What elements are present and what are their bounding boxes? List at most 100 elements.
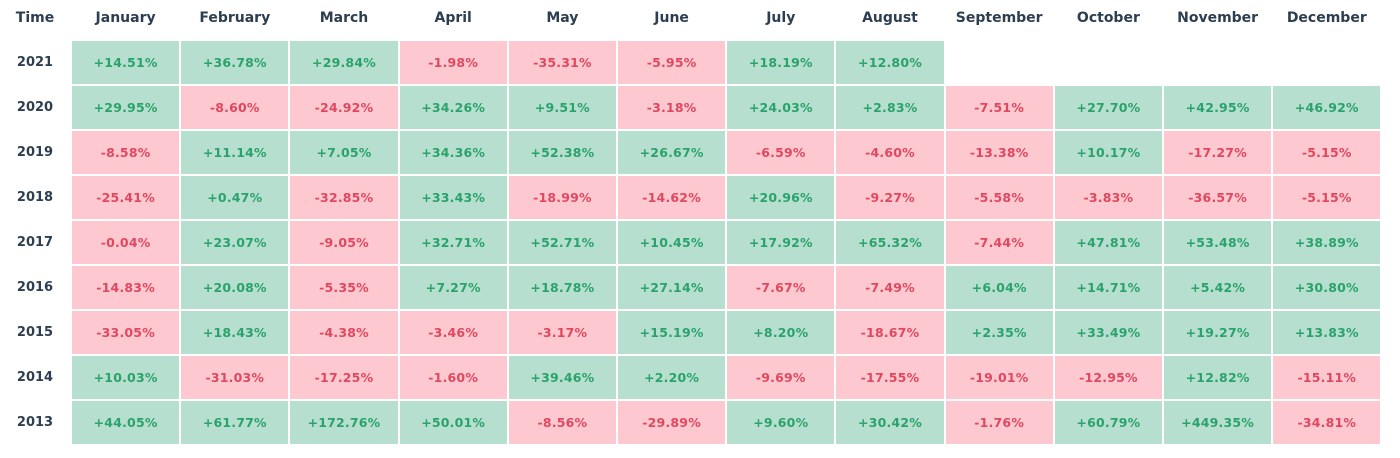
month-header-february: February [199,10,271,26]
month-header-january: January [95,10,156,26]
cell-2015-may: -3.17% [508,311,616,354]
cell-2019-march: +7.05% [290,131,398,174]
cell-2017-march: -9.05% [290,221,398,264]
cell-2020-august: +2.83% [836,86,944,129]
cell-2016-december: +30.80% [1273,266,1381,309]
cell-2021-may: -35.31% [508,41,616,84]
cell-2019-january: -8.58% [72,131,180,174]
cell-2016-february: +20.08% [181,266,289,309]
month-header-july: July [766,10,796,26]
year-label-2016: 2016 [16,280,54,295]
cell-2014-september: -19.01% [945,356,1053,399]
cell-2017-january: -0.04% [72,221,180,264]
cell-2019-july: -6.59% [727,131,835,174]
cell-2021-july: +18.19% [727,41,835,84]
cell-2014-august: -17.55% [836,356,944,399]
cell-2014-november: +12.82% [1164,356,1272,399]
year-label-2020: 2020 [16,100,54,115]
cell-2018-june: -14.62% [618,176,726,219]
cell-2020-february: -8.60% [181,86,289,129]
cell-2017-september: -7.44% [945,221,1053,264]
cell-2015-october: +33.49% [1054,311,1162,354]
cell-2013-february: +61.77% [181,401,289,444]
year-label-2013: 2013 [16,415,54,430]
cell-2021-march: +29.84% [290,41,398,84]
cell-2017-august: +65.32% [836,221,944,264]
cell-2013-march: +172.76% [290,401,398,444]
cell-2020-november: +42.95% [1164,86,1272,129]
cell-2020-march: -24.92% [290,86,398,129]
cell-2017-october: +47.81% [1054,221,1162,264]
cell-2014-april: -1.60% [399,356,507,399]
cell-2019-june: +26.67% [618,131,726,174]
month-header-november: November [1177,10,1259,26]
year-label-2014: 2014 [16,370,54,385]
cell-2021-june: -5.95% [618,41,726,84]
cell-2016-july: -7.67% [727,266,835,309]
cell-2013-january: +44.05% [72,401,180,444]
month-header-december: December [1286,10,1367,26]
cell-2015-august: -18.67% [836,311,944,354]
cell-2016-august: -7.49% [836,266,944,309]
cell-2021-january: +14.51% [72,41,180,84]
cell-2018-march: -32.85% [290,176,398,219]
cell-2014-february: -31.03% [181,356,289,399]
cell-2019-may: +52.38% [508,131,616,174]
cell-2013-june: -29.89% [618,401,726,444]
cell-2021-february: +36.78% [181,41,289,84]
cell-2016-january: -14.83% [72,266,180,309]
cell-2017-july: +17.92% [727,221,835,264]
month-header-april: April [434,10,472,26]
cell-2019-august: -4.60% [836,131,944,174]
cell-2015-july: +8.20% [727,311,835,354]
cell-2020-september: -7.51% [945,86,1053,129]
cell-2015-april: -3.46% [399,311,507,354]
cell-2015-november: +19.27% [1164,311,1272,354]
month-header-october: October [1076,10,1140,26]
cell-2018-january: -25.41% [72,176,180,219]
cell-2013-july: +9.60% [727,401,835,444]
cell-2018-april: +33.43% [399,176,507,219]
cell-2020-april: +34.26% [399,86,507,129]
cell-2017-june: +10.45% [618,221,726,264]
cell-2014-october: -12.95% [1054,356,1162,399]
cell-2013-april: +50.01% [399,401,507,444]
cell-2014-january: +10.03% [72,356,180,399]
cell-2013-september: -1.76% [945,401,1053,444]
cell-2021-august: +12.80% [836,41,944,84]
cell-2020-june: -3.18% [618,86,726,129]
cell-2016-may: +18.78% [508,266,616,309]
cell-2017-december: +38.89% [1273,221,1381,264]
month-header-august: August [862,10,918,26]
cell-2016-april: +7.27% [399,266,507,309]
cell-2014-july: -9.69% [727,356,835,399]
cell-2015-march: -4.38% [290,311,398,354]
year-label-2017: 2017 [16,235,54,250]
cell-2015-december: +13.83% [1273,311,1381,354]
cell-2014-march: -17.25% [290,356,398,399]
cell-2016-october: +14.71% [1054,266,1162,309]
cell-2019-february: +11.14% [181,131,289,174]
cell-2020-december: +46.92% [1273,86,1381,129]
year-label-2015: 2015 [16,325,54,340]
cell-2015-june: +15.19% [618,311,726,354]
cell-2019-november: -17.27% [1164,131,1272,174]
cell-2018-december: -5.15% [1273,176,1381,219]
cell-2018-november: -36.57% [1164,176,1272,219]
cell-2013-december: -34.81% [1273,401,1381,444]
month-header-june: June [654,10,689,26]
cell-2020-july: +24.03% [727,86,835,129]
cell-2017-november: +53.48% [1164,221,1272,264]
cell-2013-october: +60.79% [1054,401,1162,444]
cell-2017-may: +52.71% [508,221,616,264]
cell-2018-august: -9.27% [836,176,944,219]
cell-2015-september: +2.35% [945,311,1053,354]
year-label-2019: 2019 [16,145,54,160]
cell-2013-august: +30.42% [836,401,944,444]
cell-2014-june: +2.20% [618,356,726,399]
cell-2018-september: -5.58% [945,176,1053,219]
cell-2020-october: +27.70% [1054,86,1162,129]
cell-2019-april: +34.36% [399,131,507,174]
month-header-march: March [319,10,369,26]
